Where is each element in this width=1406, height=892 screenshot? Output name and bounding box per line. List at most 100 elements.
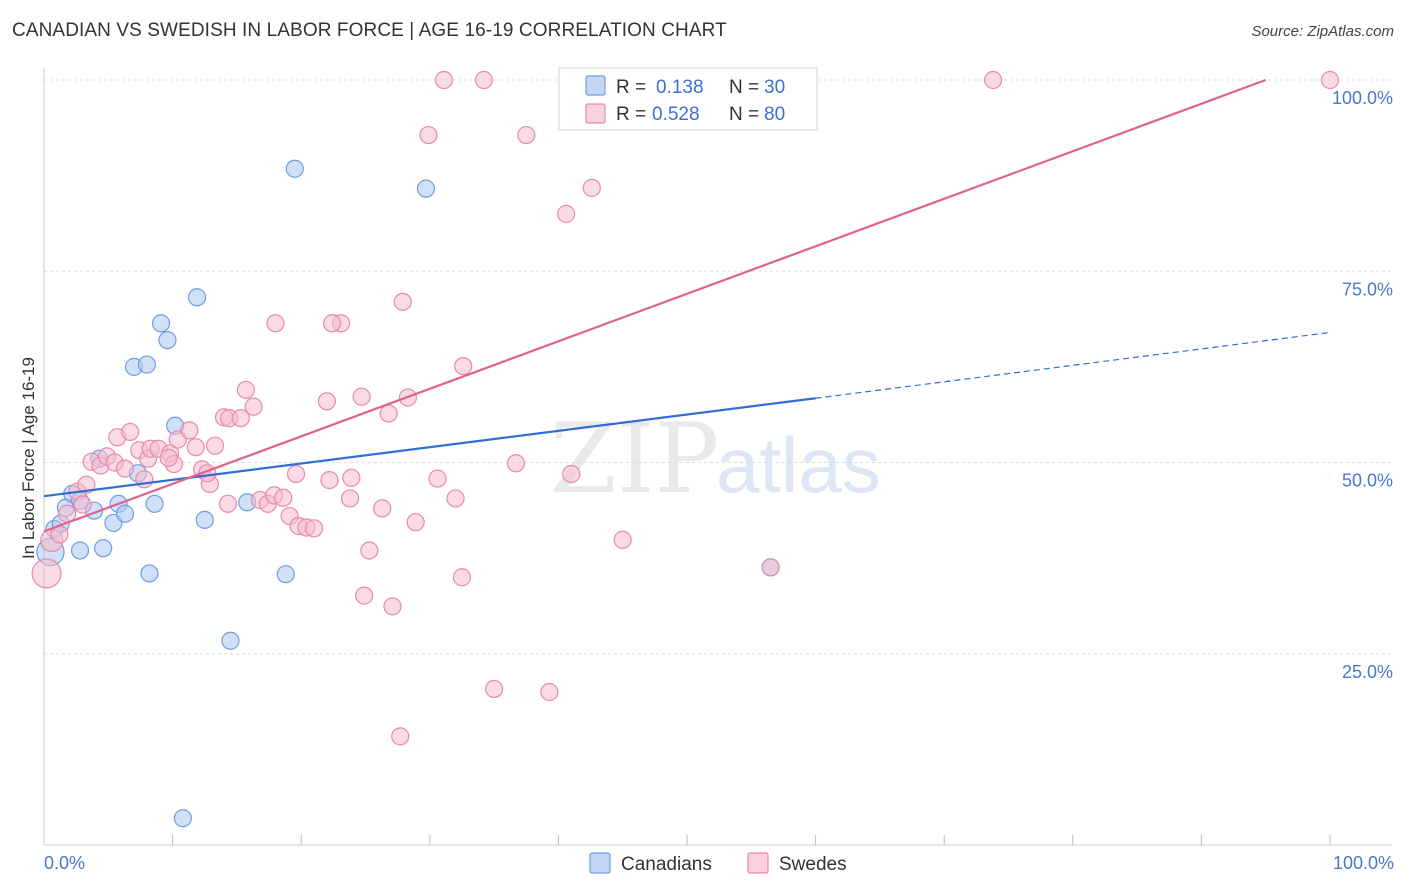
swede-point-29: [244, 397, 263, 416]
canadian-point-19: [158, 331, 177, 350]
canadian-point-29: [173, 809, 192, 828]
swede-point-43: [340, 489, 360, 508]
legend-r-label-canadians: R =: [616, 77, 646, 98]
y-tick-labels: 25.0% 50.0% 75.0% 100.0%: [1332, 88, 1393, 682]
swede-point-21: [186, 438, 205, 457]
y-axis-title: In Labor Force | Age 16-19: [19, 357, 38, 559]
series-legend-label-swedes: Swedes: [779, 854, 847, 875]
swedes-points: [31, 70, 1340, 746]
swede-point-66: [557, 204, 576, 223]
legend-r-value-canadians: 0.138: [656, 77, 704, 98]
trend-lines: [43, 78, 1331, 533]
canadian-point-7: [70, 541, 90, 560]
swede-point-62: [485, 679, 504, 699]
swede-point-76: [159, 448, 178, 468]
swede-point-47: [360, 541, 379, 560]
swede-point-12: [121, 422, 140, 441]
swede-point-78: [218, 494, 237, 513]
swede-point-27: [231, 409, 250, 428]
canadians-trend-extension: [815, 331, 1331, 399]
swede-point-54: [406, 513, 425, 532]
swede-point-59: [452, 568, 472, 587]
legend-swatch-canadians: [585, 75, 606, 96]
swede-point-48: [373, 499, 392, 518]
series-legend: Canadians Swedes: [589, 852, 847, 875]
axes: [43, 68, 1392, 846]
legend-n-label-swedes: N =: [729, 104, 759, 125]
swede-point-73: [1320, 70, 1340, 90]
swede-point-0: [31, 558, 62, 589]
swede-point-70: [761, 558, 780, 577]
swede-point-28: [236, 380, 256, 399]
canadians-trend-line: [43, 397, 816, 498]
stats-legend: R = 0.138 N = 30 R = 0.528 N = 80: [558, 67, 818, 131]
canadian-point-27: [416, 179, 436, 198]
canadian-point-17: [137, 355, 156, 374]
swede-point-39: [317, 392, 337, 411]
swede-point-55: [428, 469, 447, 488]
swede-point-20: [180, 421, 199, 440]
swede-point-51: [391, 727, 410, 746]
swede-point-72: [983, 70, 1003, 90]
swede-point-11: [115, 459, 135, 478]
canadian-point-25: [276, 565, 295, 584]
swede-point-77: [73, 495, 92, 514]
watermark-zip: ZIP: [550, 403, 719, 515]
swede-point-41: [320, 470, 339, 490]
legend-n-value-canadians: 30: [764, 77, 785, 98]
swede-point-74: [266, 314, 285, 333]
x-tick-label-min: 0.0%: [44, 853, 85, 873]
swede-point-68: [582, 178, 601, 197]
swede-point-67: [562, 464, 581, 484]
swede-point-24: [205, 436, 225, 455]
legend-n-label-canadians: N =: [729, 77, 759, 98]
canadian-point-15: [145, 494, 164, 513]
y-tick-label-3: 100.0%: [1332, 88, 1393, 108]
legend-r-label-swedes: R =: [616, 104, 646, 125]
swede-point-56: [434, 70, 454, 90]
swede-point-49: [379, 404, 398, 423]
swede-point-34: [274, 488, 293, 507]
y-tick-label-1: 50.0%: [1342, 471, 1393, 491]
y-tick-label-0: 25.0%: [1342, 662, 1393, 682]
swede-point-46: [355, 586, 374, 605]
swede-point-57: [419, 125, 438, 145]
watermark: ZIP atlas: [550, 403, 881, 515]
source-label: Source: ZipAtlas.com: [1251, 23, 1394, 40]
chart-title: CANADIAN VS SWEDISH IN LABOR FORCE | AGE…: [12, 20, 727, 41]
canadian-point-26: [285, 159, 304, 178]
legend-swatch-swedes: [585, 103, 606, 124]
series-legend-swatch-canadians: [589, 852, 611, 874]
canadian-point-21: [187, 288, 207, 307]
swede-point-75: [322, 314, 342, 333]
swede-point-69: [613, 530, 632, 549]
swede-point-64: [517, 125, 536, 145]
swede-point-40: [286, 464, 306, 484]
swede-point-50: [383, 597, 402, 616]
swede-point-5: [77, 475, 96, 494]
swede-point-61: [474, 70, 493, 90]
grid: [44, 79, 1392, 655]
swede-point-65: [540, 682, 559, 702]
swede-point-63: [506, 454, 526, 473]
series-legend-swatch-swedes: [747, 852, 769, 874]
swedes-trend-line: [43, 78, 1267, 533]
swede-point-60: [454, 357, 473, 376]
y-tick-label-2: 75.0%: [1342, 279, 1393, 299]
canadian-point-22: [195, 510, 214, 529]
swede-point-58: [446, 489, 465, 508]
canadian-point-23: [221, 631, 240, 650]
legend-r-value-swedes: 0.528: [652, 104, 700, 125]
swede-point-45: [352, 387, 371, 406]
legend-n-value-swedes: 80: [764, 104, 785, 125]
watermark-atlas: atlas: [716, 421, 881, 509]
swede-point-44: [342, 468, 361, 487]
swede-point-38: [304, 519, 324, 538]
canadian-point-14: [140, 564, 159, 583]
canadian-point-8: [94, 539, 113, 558]
swede-point-52: [393, 292, 412, 311]
canadian-point-11: [115, 504, 135, 523]
canadian-point-18: [151, 314, 171, 333]
x-tick-label-max: 100.0%: [1333, 853, 1394, 873]
